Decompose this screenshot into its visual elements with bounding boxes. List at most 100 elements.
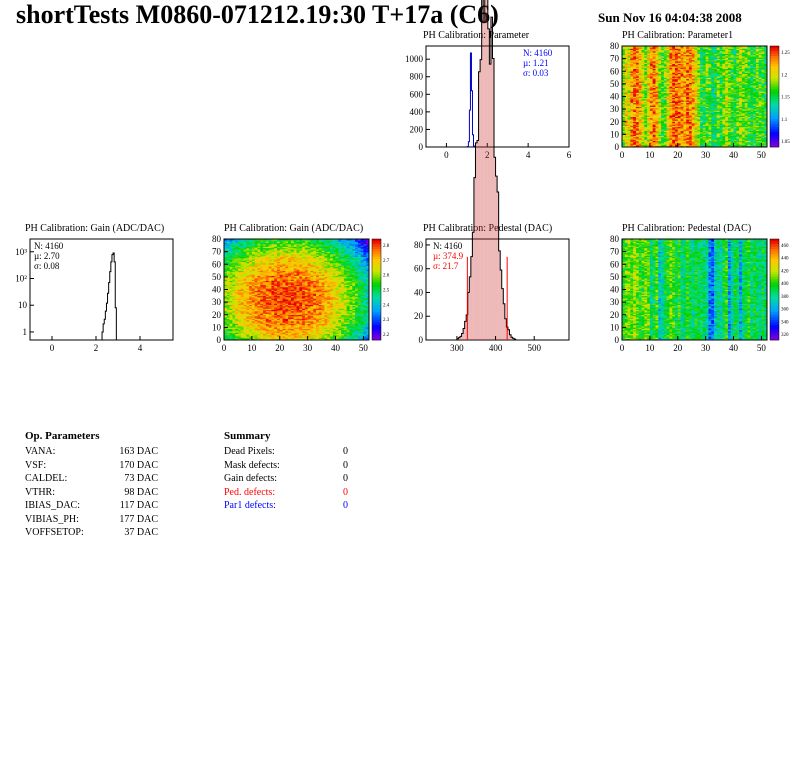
heatmap-cell [736,117,740,120]
heatmap-cell [630,91,634,94]
heatmap-cell [694,96,698,99]
heatmap-cell [758,110,762,112]
heatmap-cell [652,128,656,130]
heatmap-cell [677,116,681,119]
heatmap-cell [655,96,659,99]
heatmap-cell [700,46,704,48]
heatmap-cell [716,53,720,56]
page-date: Sun Nov 16 04:04:38 2008 [598,10,742,25]
heatmap-cells [622,46,768,148]
heatmap-cell [733,136,737,139]
heatmap-cell [691,81,695,83]
heatmap-cell [680,128,684,130]
heatmap-cell [739,96,743,99]
heatmap-cell [633,107,637,110]
heatmap-cell [733,59,737,62]
heatmap-cell [702,114,706,116]
heatmap-cell [688,61,693,63]
heatmap-cell [733,123,737,125]
heatmap-cell [658,99,662,101]
heatmap-cell [630,133,634,135]
heatmap-cell [658,96,662,99]
heatmap-cell [366,336,370,338]
heatmap-cell [268,324,272,327]
heatmap-cell [661,111,665,114]
heatmap-cell [697,80,701,82]
heatmap-cell [711,54,715,57]
heatmap-cell [739,48,743,51]
heatmap-cell [663,106,667,109]
heatmap-cell [680,49,684,52]
heatmap-cell [652,109,656,111]
heatmap-cell [725,85,729,87]
heatmap-cell [700,51,704,53]
heatmap-cell [736,91,740,94]
heatmap-cell [697,57,701,59]
heatmap-cell [764,106,768,109]
heatmap-cell [708,123,712,125]
heatmap-cell [641,97,645,100]
heatmap-cell [343,326,347,328]
heatmap-cell [633,116,637,119]
heatmap-cell [761,120,765,123]
heatmap-cell [744,80,748,82]
heatmap-cell [661,126,665,129]
heatmap-cell [655,77,659,80]
heatmap-cell [624,125,628,128]
heatmap-cell [666,88,670,91]
heatmap-cell [644,90,648,92]
heatmap-cell [355,333,359,336]
heatmap-cell [761,86,765,88]
heatmap-cell [680,77,684,80]
heatmap-cell [638,87,642,90]
heatmap-cell [705,58,709,61]
heatmap-cell [338,324,342,327]
heatmap-cell [694,124,698,126]
heatmap-cell [622,61,626,63]
heatmap-cell [694,115,698,117]
scale-swatch [770,76,779,80]
heatmap-cell [705,138,709,140]
heatmap-cell [674,110,679,112]
heatmap-cell [694,125,698,128]
heatmap-cell [758,78,762,81]
heatmap-cell [669,83,673,86]
heatmap-cell [666,139,670,141]
heatmap-cell [700,134,704,136]
heatmap-cell [674,124,679,126]
heatmap-cell [624,121,628,124]
heatmap-cell [624,53,628,56]
heatmap-cell [708,135,712,138]
heatmap-cell [240,329,244,332]
heatmap-cell [240,322,244,324]
heatmap-cell [716,130,720,133]
heatmap-cell [755,90,759,92]
heatmap-cell [722,75,726,77]
heatmap-cell [624,119,628,121]
heatmap-cell [672,78,676,81]
heatmap-cell [764,87,768,90]
heatmap-cell [624,136,628,139]
heatmap-cell [755,143,759,145]
heatmap-cell [683,115,687,117]
heatmap-cell [683,141,687,144]
heatmap-cell [627,78,631,81]
heatmap-cell [647,97,651,100]
heatmap-cell [719,47,723,49]
heatmap-cell [672,128,676,130]
heatmap-cell [674,120,679,123]
heatmap-cell [741,107,745,110]
heatmap-cell [677,48,681,51]
heatmap-cell [739,67,743,70]
heatmap-cell [741,95,745,97]
heatmap-cell [321,327,325,329]
heatmap-cell [335,324,339,327]
heatmap-cell [661,85,665,87]
heatmap-cell [753,85,757,87]
heatmap-cell [304,327,308,329]
heatmap-cell [663,130,667,133]
heatmap-cell [652,86,656,88]
heatmap-cell [702,104,706,106]
heatmap-cell [688,86,693,88]
